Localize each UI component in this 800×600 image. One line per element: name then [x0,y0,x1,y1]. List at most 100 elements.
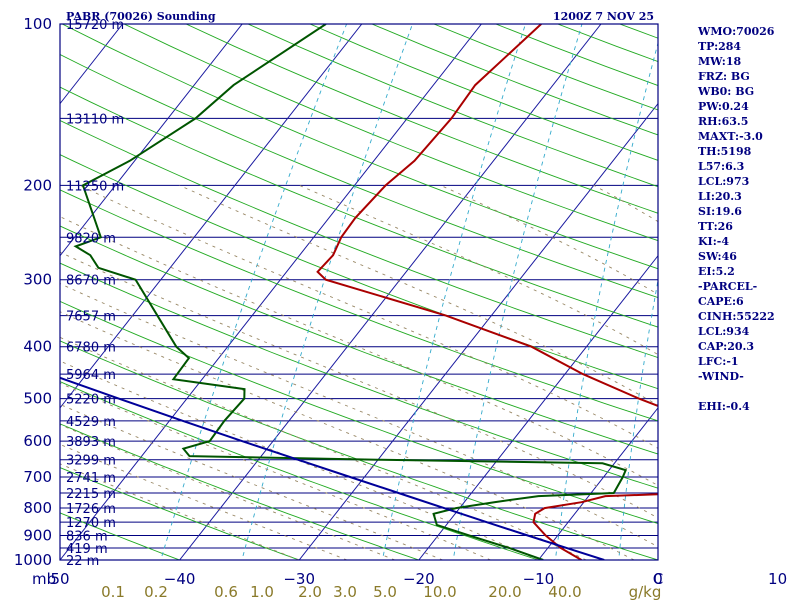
dry-adiabat-line [61,24,658,270]
moist-adiabat-line [60,424,396,560]
mixing-ratio-label: 0.6 [214,583,238,600]
dewpoint-profile [73,24,628,560]
dry-adiabat-line [60,120,658,359]
index-value: FRZ: BG [698,70,750,83]
isotherm-line [418,254,658,560]
height-label: 3299 m [66,454,116,469]
temperature-axis-unit: C [653,570,663,588]
mixing-ratio-label: 1.0 [250,583,274,600]
pressure-tick-label: 100 [23,15,52,33]
height-label: 2215 m [66,487,116,502]
index-value: TP:284 [698,40,742,53]
chart-title: PABR (70026) Sounding [66,10,216,23]
height-label: 836 m [66,529,108,544]
dry-adiabat-line [60,423,421,560]
isotherm-line [60,24,243,257]
height-label: 8670 m [66,274,116,289]
dry-adiabat-line [60,86,658,328]
mixing-ratio-label: 3.0 [333,583,357,600]
temperature-tick-label: −10 [523,570,555,588]
isotherm-line [538,407,658,560]
dry-adiabat-line [60,54,658,299]
parcel-profile [60,376,605,560]
height-label: 5220 m [66,393,116,408]
height-label: 9820 m [66,231,116,246]
pressure-tick-label: 400 [23,338,52,356]
index-value: WMO:70026 [698,25,775,38]
index-value: LFC:-1 [698,355,739,368]
pressure-tick-label: 500 [23,390,52,408]
pressure-tick-label: 200 [23,176,52,194]
pressure-tick-label: 1000 [14,551,52,569]
index-value: -PARCEL- [698,280,758,293]
height-label: 22 m [66,554,99,569]
height-label: 1726 m [66,502,116,517]
dry-adiabat-line [60,467,301,560]
chart-datetime: 1200Z 7 NOV 25 [553,10,654,23]
temperature-tick-label: 0 [653,570,663,588]
index-value [698,384,798,399]
index-value: WB0: BG [698,85,755,98]
temperature-tick-label: −30 [283,570,315,588]
height-label: 2741 m [66,471,116,486]
moist-adiabat-line [60,403,443,560]
index-value: -WIND- [698,370,744,383]
dry-adiabat-line [60,225,658,455]
dry-adiabat-line [60,154,658,390]
mixing-ratio-label: 10.0 [423,583,456,600]
isotherm-line [298,102,658,560]
temperature-tick-label: −40 [164,570,196,588]
index-value: LCL:934 [698,325,750,338]
temperature-tick-label: 50 [50,570,69,588]
isotherm-line [60,24,363,409]
index-value: SW:46 [698,250,737,263]
pressure-tick-label: 300 [23,271,52,289]
height-label: 419 m [66,542,108,557]
height-label: 3893 m [66,435,116,450]
index-value: EHI:-0.4 [698,400,750,413]
dry-adiabat-line [60,262,658,489]
moist-adiabat-line [299,184,658,356]
pressure-tick-label: 900 [23,526,52,544]
mixing-ratio-line [241,24,413,560]
height-label: 4529 m [66,415,116,430]
mixing-ratio-label: 5.0 [373,583,397,600]
index-value: CAP:20.3 [698,340,755,353]
temperature-tick-label: −20 [403,570,435,588]
mixing-ratio-label: g/kg [629,583,662,600]
mixing-ratio-line [554,41,658,560]
mixing-ratio-label: 20.0 [488,583,521,600]
mixing-ratio-label: 2.0 [298,583,322,600]
height-label: 13110 m [66,112,124,127]
height-label: 11250 m [66,179,124,194]
height-label: 15720 m [66,18,124,33]
height-label: 5964 m [66,368,116,383]
index-value: KI:-4 [698,235,729,248]
temperature-profile [316,24,658,560]
isotherm-line [179,24,602,560]
index-value: PW:0.24 [698,100,749,113]
moist-adiabat-line [60,251,658,519]
stability-indices-panel: WMO:70026 TP:284 MW:18 FRZ: BG WB0: BG PW:0.2… [698,24,798,414]
index-value: LCL:973 [698,175,750,188]
index-value: TT:26 [698,220,733,233]
isotherm-line [60,24,482,560]
pressure-tick-label: 600 [23,432,52,450]
pressure-axis-label: mb [32,570,56,588]
temperature-tick-label: 10 [768,570,787,588]
dry-adiabat-line [60,300,658,525]
pressure-tick-label: 700 [23,468,52,486]
mixing-ratio-label: 0.1 [101,583,125,600]
index-value: RH:63.5 [698,115,749,128]
index-value: EI:5.2 [698,265,735,278]
index-value: MAXT:-3.0 [698,130,763,143]
mixing-ratio-line [381,24,526,560]
height-label: 1270 m [66,516,116,531]
pressure-tick-label: 800 [23,499,52,517]
index-value: TH:5198 [698,145,752,158]
index-value: MW:18 [698,55,742,68]
dry-adiabat-line [60,381,540,560]
mixing-ratio-line [160,24,348,560]
mixing-ratio-label: 40.0 [548,583,581,600]
